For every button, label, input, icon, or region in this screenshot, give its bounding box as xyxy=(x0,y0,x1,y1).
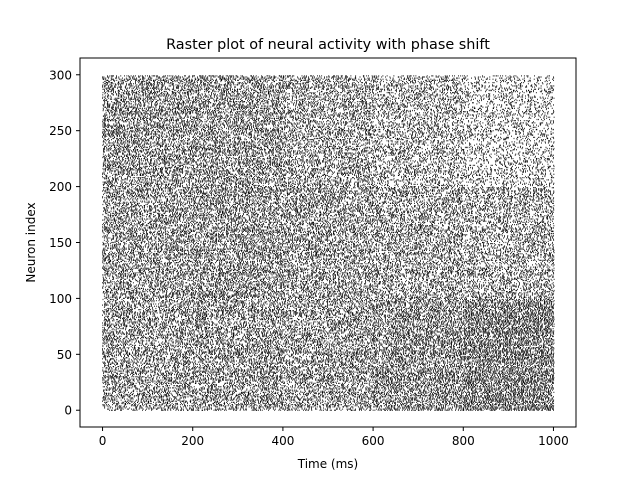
y-axis-label: Neuron index xyxy=(24,202,38,282)
chart-title: Raster plot of neural activity with phas… xyxy=(166,37,490,53)
x-tick-label: 600 xyxy=(362,434,385,448)
x-axis: 0 200 400 600 800 1000 xyxy=(99,427,569,448)
x-tick-label: 400 xyxy=(271,434,294,448)
y-tick-label: 300 xyxy=(49,68,72,82)
x-tick-label: 200 xyxy=(181,434,204,448)
y-tick-label: 150 xyxy=(49,236,72,250)
x-tick-label: 1000 xyxy=(538,434,569,448)
x-axis-label: Time (ms) xyxy=(297,457,359,471)
spike-ticks xyxy=(102,75,555,411)
y-tick-label: 250 xyxy=(49,124,72,138)
x-tick-label: 800 xyxy=(452,434,475,448)
y-tick-label: 200 xyxy=(49,180,72,194)
y-tick-label: 100 xyxy=(49,292,72,306)
x-tick-label: 0 xyxy=(99,434,107,448)
y-axis: 0 50 100 150 200 250 300 xyxy=(49,68,80,418)
y-tick-label: 0 xyxy=(64,404,72,418)
spike-layer xyxy=(102,75,555,411)
y-tick-label: 50 xyxy=(57,348,72,362)
